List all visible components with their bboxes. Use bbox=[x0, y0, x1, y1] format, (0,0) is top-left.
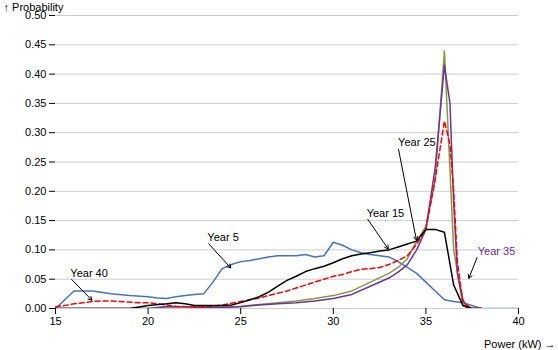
svg-text:0.25: 0.25 bbox=[25, 156, 46, 168]
svg-text:15: 15 bbox=[49, 315, 61, 327]
svg-text:35: 35 bbox=[420, 315, 432, 327]
svg-text:↑ Probability: ↑ Probability bbox=[4, 1, 64, 13]
svg-text:0.45: 0.45 bbox=[25, 38, 46, 50]
svg-text:0.40: 0.40 bbox=[25, 68, 46, 80]
svg-text:30: 30 bbox=[327, 315, 339, 327]
svg-text:0.05: 0.05 bbox=[25, 273, 46, 285]
svg-text:0.15: 0.15 bbox=[25, 214, 46, 226]
svg-text:Year 35: Year 35 bbox=[478, 245, 516, 257]
svg-text:0.20: 0.20 bbox=[25, 185, 46, 197]
svg-text:Year 25: Year 25 bbox=[398, 136, 436, 148]
svg-text:Power (kW) →: Power (kW) → bbox=[484, 338, 556, 350]
svg-text:0.10: 0.10 bbox=[25, 243, 46, 255]
svg-text:Year 40: Year 40 bbox=[70, 267, 108, 279]
svg-text:0.00: 0.00 bbox=[25, 302, 46, 314]
svg-text:0.50: 0.50 bbox=[25, 9, 47, 21]
svg-text:Year 5: Year 5 bbox=[207, 231, 238, 243]
svg-text:25: 25 bbox=[235, 315, 247, 327]
svg-text:0.35: 0.35 bbox=[25, 97, 46, 109]
svg-text:Year 15: Year 15 bbox=[367, 207, 405, 219]
svg-text:0.30: 0.30 bbox=[25, 126, 46, 138]
svg-text:20: 20 bbox=[142, 315, 154, 327]
svg-text:40: 40 bbox=[512, 315, 524, 327]
